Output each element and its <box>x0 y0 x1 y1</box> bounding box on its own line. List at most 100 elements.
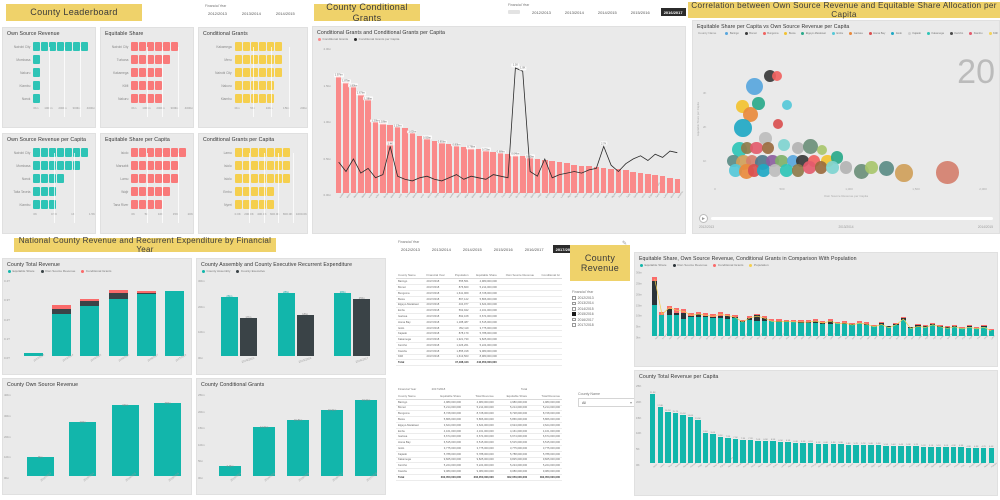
bar[interactable] <box>845 444 852 463</box>
leaderboard-row[interactable]: Kilifi <box>101 79 193 92</box>
scatter-bubble[interactable] <box>878 161 894 176</box>
legend-item[interactable]: Embu <box>831 31 843 35</box>
legend-item[interactable]: Kakamega <box>927 31 944 35</box>
bar[interactable] <box>988 448 994 463</box>
column-header[interactable]: Conditional Gr <box>536 272 562 280</box>
bar[interactable] <box>26 457 54 476</box>
stacked-bar[interactable] <box>937 324 943 336</box>
bar[interactable] <box>792 442 799 463</box>
slicer-year-item[interactable]: 2013/2014 <box>564 9 584 15</box>
bar[interactable] <box>335 76 342 193</box>
bar[interactable] <box>868 445 874 463</box>
bar[interactable] <box>564 163 570 193</box>
scatter-bubble[interactable] <box>761 141 775 155</box>
scatter-bubble[interactable] <box>830 151 844 164</box>
table-row[interactable]: Baringo 2017/2018 555,561 4,980,000,000 <box>396 278 562 286</box>
scatter-bubble[interactable] <box>816 145 827 155</box>
leaderboard-row[interactable]: Lamu <box>199 146 307 159</box>
stacked-bar[interactable] <box>973 326 980 336</box>
slicer-financial-year-grants[interactable]: Financial Year 2012/2013 2013/2014 2014/20… <box>508 3 700 16</box>
table-row[interactable]: Garissa 6,674,000,000 6,674,000,000 6,674,0… <box>396 433 562 441</box>
slicer-handle[interactable] <box>508 10 520 14</box>
bar[interactable] <box>650 393 656 463</box>
table-row[interactable]: Kiambu 9,080,000,000 9,080,000,000 9,080,00… <box>396 468 562 475</box>
leaderboard-row[interactable]: Kiambu <box>199 92 307 105</box>
bar[interactable] <box>928 446 934 463</box>
stacked-bar[interactable] <box>951 324 958 336</box>
bar[interactable] <box>277 292 295 356</box>
scatter-bubble[interactable] <box>791 164 804 177</box>
bar[interactable] <box>431 140 438 193</box>
bar[interactable] <box>973 447 979 463</box>
column-header[interactable]: County Name <box>396 392 430 400</box>
scatter-bubble[interactable] <box>759 132 772 145</box>
scatter-bubble[interactable] <box>803 138 818 154</box>
stacked-bar[interactable] <box>871 324 877 336</box>
stacked-bar[interactable] <box>673 308 680 336</box>
stacked-bar[interactable] <box>768 319 775 336</box>
table-row[interactable]: Busia 5,866,000,000 5,866,000,000 5,866,000… <box>396 416 562 423</box>
stacked-bar[interactable] <box>959 326 965 336</box>
bar[interactable] <box>111 405 139 476</box>
legend-item[interactable]: Bomet <box>744 31 757 35</box>
bar[interactable] <box>380 123 386 193</box>
table-row[interactable]: Kajiado 2017/2018 878,179 5,788,000,000 <box>396 330 562 338</box>
leaderboard-row[interactable]: Kakamega <box>101 66 193 79</box>
table-row[interactable]: Embu 4,161,000,000 4,161,000,000 4,161,000,… <box>396 428 562 435</box>
scatter-bubble[interactable] <box>782 100 793 111</box>
play-icon[interactable]: ► <box>699 214 708 223</box>
scatter-bubble[interactable] <box>757 164 770 177</box>
scatter-bubble[interactable] <box>771 71 782 82</box>
leaderboard-row[interactable]: Lamu <box>101 172 193 185</box>
scatter-bubble[interactable] <box>791 141 804 155</box>
stacked-bar[interactable] <box>23 352 43 356</box>
bar[interactable] <box>958 447 964 463</box>
bar[interactable] <box>556 162 563 193</box>
scatter-bubble[interactable] <box>743 106 759 122</box>
stacked-bar[interactable] <box>790 319 797 336</box>
bar[interactable] <box>409 132 416 193</box>
slicer-year-item[interactable]: 2016/2017 <box>524 246 544 252</box>
bar[interactable] <box>483 150 489 193</box>
stacked-bar[interactable] <box>798 320 804 336</box>
slicer-year-item[interactable]: 2015/2016 <box>630 9 650 15</box>
bar[interactable] <box>622 170 629 193</box>
table-row[interactable]: Bungoma 8,728,000,000 8,728,000,000 8,728,0… <box>396 410 562 418</box>
scatter-bubble[interactable] <box>750 141 763 155</box>
bar[interactable] <box>387 124 393 193</box>
legend-item[interactable]: Homa Bay <box>868 31 885 35</box>
bar[interactable] <box>461 146 467 193</box>
stacked-bar[interactable] <box>805 320 811 336</box>
slicer-financial-year-table[interactable]: Financial Year 2012/2013 2013/2014 2014/20… <box>398 240 578 253</box>
checkbox[interactable] <box>572 306 576 311</box>
legend-item[interactable]: Conditional Grants per Capita <box>354 37 399 41</box>
leaderboard-row[interactable]: Nakuru <box>199 79 307 92</box>
bar[interactable] <box>69 422 97 476</box>
table-row[interactable]: Elgeyo-Marakwet 2017/2018 404,977 3,624,000… <box>396 302 562 309</box>
bar[interactable] <box>920 446 927 463</box>
matrix-table[interactable]: Financial Year 2017/2018 Total County Name E… <box>396 386 562 492</box>
column-header[interactable]: Population <box>450 272 471 280</box>
leaderboard-row[interactable]: Mombasa <box>3 53 95 66</box>
stacked-bar[interactable] <box>981 325 987 336</box>
stacked-bar[interactable] <box>725 313 731 336</box>
stacked-bar[interactable] <box>51 305 72 356</box>
bar[interactable] <box>402 127 408 193</box>
column-header[interactable]: Equitable Share <box>470 272 499 280</box>
stacked-bar[interactable] <box>703 313 709 336</box>
checkbox-row[interactable]: 2016/2017 <box>572 318 594 322</box>
stacked-bar[interactable] <box>717 312 724 336</box>
bar[interactable] <box>220 297 238 356</box>
stacked-bar[interactable] <box>761 316 767 336</box>
table-row[interactable]: Kilifi 2017/2018 1,613,563 8,980,000,000 <box>396 354 562 361</box>
leaderboard-row[interactable]: Nairobi City <box>3 146 95 159</box>
leaderboard-row[interactable]: Nakuru <box>101 92 193 105</box>
slicer-year-item[interactable]: 2014/2015 <box>597 9 617 15</box>
bar[interactable] <box>981 448 987 463</box>
bar[interactable] <box>777 442 784 463</box>
stacked-bar[interactable] <box>651 276 658 336</box>
leaderboard-row[interactable]: Meru <box>199 53 307 66</box>
bar[interactable] <box>905 446 912 463</box>
stacked-bar[interactable] <box>681 309 687 336</box>
stacked-bar[interactable] <box>820 321 826 336</box>
